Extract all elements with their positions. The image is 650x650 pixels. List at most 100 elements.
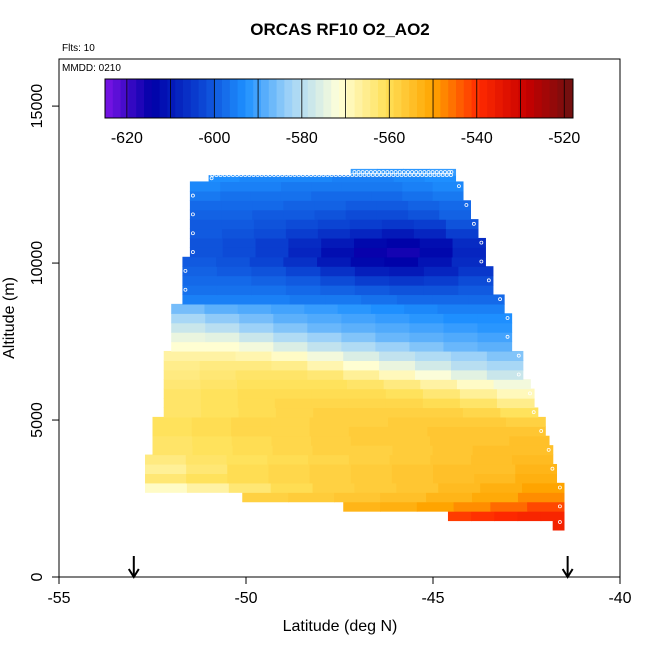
heatmap-cell: [191, 416, 232, 427]
track-point: [251, 173, 256, 178]
heatmap-cell: [470, 303, 505, 314]
heatmap-cell: [379, 360, 416, 371]
track-point: [226, 173, 231, 178]
heatmap-cell: [486, 369, 524, 380]
heatmap-cell: [439, 200, 471, 211]
heatmap-cell: [314, 200, 347, 211]
track-point: [222, 173, 227, 178]
heatmap-cell: [396, 482, 439, 493]
heatmap-cell: [361, 294, 398, 305]
heatmap-cell: [389, 275, 425, 286]
heatmap-cell: [182, 285, 218, 296]
heatmap-cell: [307, 332, 342, 343]
colorbar-tick-label: -520: [548, 130, 580, 147]
latitude-arrows: [127, 556, 574, 579]
track-point: [558, 485, 562, 490]
colorbar-segment: [307, 79, 317, 118]
heatmap-cell: [337, 303, 372, 314]
colorbar-segment: [190, 79, 200, 118]
heatmap-cell: [285, 285, 321, 296]
heatmap-cell: [200, 388, 239, 399]
heatmap-cell: [283, 256, 318, 267]
heatmap-cell: [445, 219, 479, 230]
track-point: [360, 170, 365, 174]
heatmap-cell: [271, 369, 308, 380]
track-point: [352, 170, 357, 174]
heatmap-cell: [288, 247, 322, 258]
heatmap-cell: [288, 237, 322, 248]
heatmap-cell: [192, 445, 234, 456]
colorbar-segment: [151, 79, 161, 118]
heatmap-cell: [419, 237, 454, 248]
colorbar-segment: [112, 79, 122, 118]
heatmap-cell: [375, 341, 411, 352]
heatmap-cell: [348, 388, 387, 399]
heatmap-cell: [312, 482, 356, 493]
colorbar-segment: [276, 79, 285, 118]
colorbar-segment: [105, 79, 114, 118]
track-point: [329, 173, 334, 178]
heatmap-cell: [253, 294, 291, 305]
track-point: [190, 231, 195, 236]
track-point: [317, 173, 322, 178]
heatmap-cell: [285, 228, 319, 239]
heatmap-cell: [437, 303, 472, 314]
track-point: [403, 173, 408, 178]
heatmap-cell: [393, 175, 426, 183]
heatmap-cell: [409, 322, 445, 333]
track-point: [395, 173, 400, 178]
colorbar-segment: [292, 79, 301, 118]
colorbar-segment: [167, 79, 176, 118]
heatmap-cell: [242, 492, 289, 503]
heatmap-cell: [391, 473, 434, 484]
heatmap-cell: [313, 407, 352, 418]
heatmap-cell: [189, 237, 224, 248]
heatmap-cell: [145, 463, 187, 474]
heatmap-cell: [386, 247, 421, 258]
heatmap-cell: [311, 190, 343, 201]
colorbar-segment: [417, 79, 426, 118]
track-point: [379, 173, 383, 178]
heatmap-cell: [332, 175, 364, 183]
heatmap-cell: [349, 219, 383, 230]
heatmap-cell: [152, 416, 193, 427]
heatmap-cell: [496, 398, 535, 409]
heatmap-cell: [220, 181, 252, 192]
heatmap-cell: [349, 228, 383, 239]
heatmap-cell: [511, 454, 554, 465]
heatmap-cell: [199, 369, 237, 380]
heatmap-cell: [189, 247, 224, 258]
colorbar-segment: [541, 79, 551, 118]
heatmap-cell: [452, 237, 486, 248]
heatmap-cell: [480, 482, 523, 493]
arrow-head: [127, 568, 140, 579]
heatmap-cell: [189, 219, 223, 230]
colorbar-segment: [456, 79, 465, 118]
heatmap-cell: [341, 313, 377, 324]
heatmap-cell: [348, 454, 391, 465]
track-point: [505, 334, 510, 339]
track-point: [406, 170, 410, 174]
track-point: [309, 173, 313, 178]
heatmap-cell: [205, 332, 240, 343]
flights-annotation: Flts: 10: [62, 43, 95, 54]
track-point: [280, 173, 285, 178]
heatmap-cell: [402, 190, 434, 201]
track-point: [272, 173, 276, 178]
track-point: [373, 170, 377, 174]
heatmap-cell: [472, 445, 514, 456]
heatmap-cell: [413, 219, 447, 230]
track-point: [479, 259, 484, 264]
heatmap-cell: [152, 445, 194, 456]
heatmap-cell: [208, 175, 241, 183]
heatmap-cell: [386, 237, 421, 248]
track-point: [313, 173, 318, 178]
heatmap-cell: [341, 341, 377, 352]
y-tick-label: 5000: [29, 402, 46, 438]
heatmap-cell: [509, 435, 550, 446]
heatmap-cell: [272, 445, 314, 456]
track-point: [190, 250, 195, 254]
heatmap-cell: [512, 445, 554, 456]
heatmap-cell: [222, 237, 257, 248]
heatmap-cell: [317, 256, 352, 267]
